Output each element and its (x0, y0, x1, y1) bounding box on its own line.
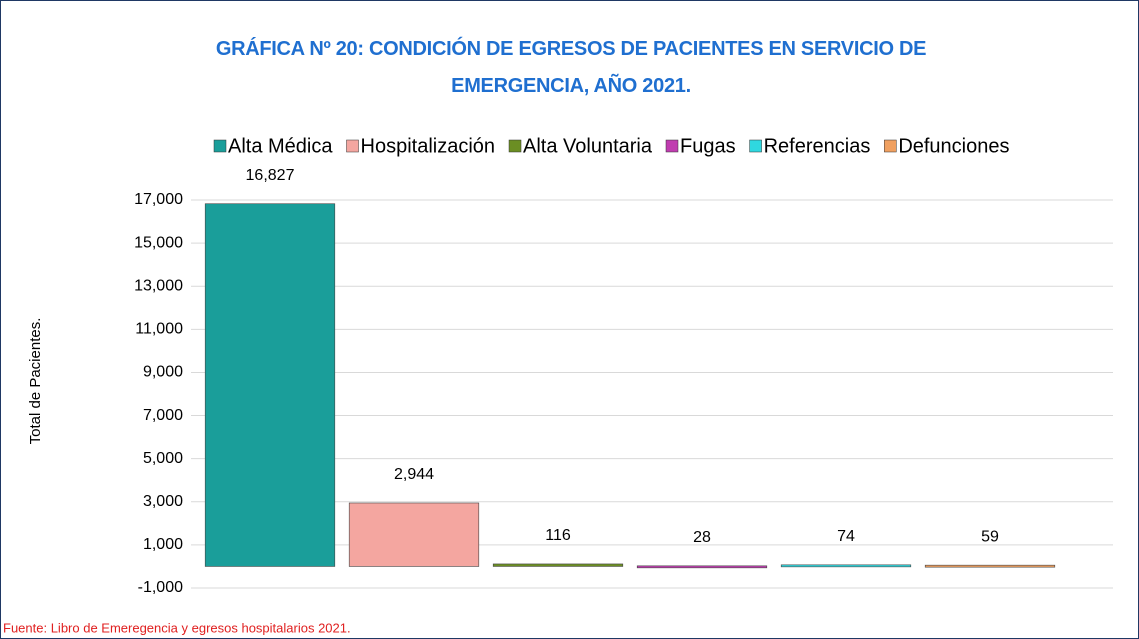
bar (636, 565, 768, 569)
legend-swatch (346, 139, 359, 153)
value-label: 28 (693, 529, 711, 546)
legend-label: Defunciones (898, 135, 1009, 157)
value-label: 16,827 (246, 167, 295, 184)
y-tick-label: 3,000 (143, 493, 183, 510)
value-label: 59 (981, 528, 999, 545)
bar (492, 563, 624, 567)
legend-swatch (665, 139, 679, 153)
y-tick-label: -1,000 (138, 579, 183, 596)
legend-label: Referencias (764, 135, 871, 157)
legend-swatch (213, 139, 227, 153)
legend-swatch (749, 139, 762, 153)
legend-label: Alta Voluntaria (523, 135, 653, 157)
bar (348, 502, 480, 567)
legend-label: Fugas (680, 135, 736, 157)
value-label: 116 (545, 527, 571, 544)
y-tick-label: 9,000 (143, 364, 183, 381)
y-tick-label: 15,000 (134, 234, 183, 251)
bar (204, 203, 336, 567)
y-tick-label: 17,000 (134, 191, 183, 208)
y-tick-label: 7,000 (143, 407, 183, 424)
value-label: 2,944 (394, 466, 434, 483)
chart-title: GRÁFICA Nº 20: CONDICIÓN DE EGRESOS DE P… (215, 38, 927, 97)
legend-label: Hospitalización (361, 135, 496, 157)
source-note: Fuente: Libro de Emeregencia y egresos h… (3, 620, 351, 635)
y-axis-label: Total de Pacientes. (27, 318, 44, 445)
y-tick-label: 13,000 (134, 277, 183, 294)
y-tick-label: 5,000 (143, 450, 183, 467)
legend-swatch (884, 139, 897, 153)
y-tick-label: 1,000 (143, 536, 183, 553)
legend-label: Alta Médica (228, 135, 333, 157)
y-tick-label: 11,000 (135, 321, 183, 338)
bar (780, 564, 912, 568)
legend-swatch (508, 139, 522, 153)
value-label: 74 (837, 528, 855, 545)
bar (924, 564, 1056, 568)
